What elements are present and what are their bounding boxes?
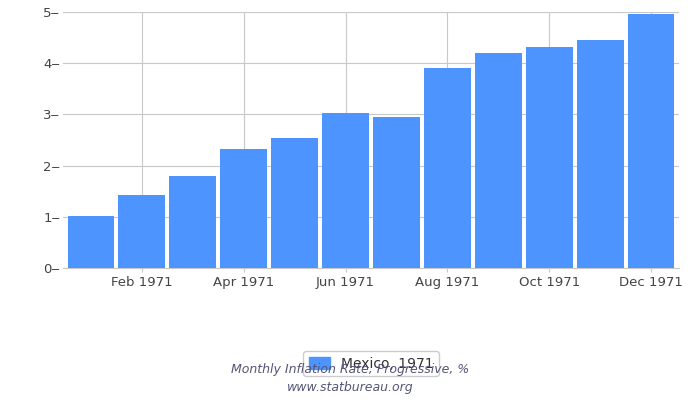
Bar — [577, 40, 624, 268]
Legend: Mexico, 1971: Mexico, 1971 — [303, 351, 439, 376]
Bar — [322, 113, 369, 268]
Bar — [373, 117, 420, 268]
Bar — [271, 138, 318, 268]
Bar — [424, 68, 471, 268]
Bar — [220, 149, 267, 268]
Bar — [628, 14, 674, 268]
Bar — [118, 195, 165, 268]
Text: Monthly Inflation Rate, Progressive, %: Monthly Inflation Rate, Progressive, % — [231, 364, 469, 376]
Bar — [475, 54, 522, 268]
Bar — [169, 176, 216, 268]
Bar — [526, 47, 573, 268]
Text: www.statbureau.org: www.statbureau.org — [287, 382, 413, 394]
Bar — [68, 216, 114, 268]
